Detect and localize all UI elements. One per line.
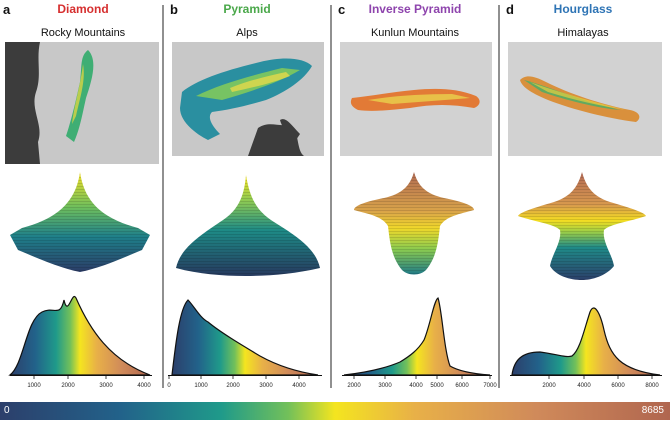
panel-b-letter: b — [170, 2, 178, 17]
x-tick-label: 7000 — [483, 383, 497, 389]
x-tick-label: 3000 — [259, 383, 273, 389]
panel-d-letter: d — [506, 2, 514, 17]
panel-c-letter: c — [338, 2, 346, 17]
panel-d-type: Hourglass — [553, 2, 613, 16]
elevation-colorbar — [0, 402, 670, 420]
panel-c-mountain: Kunlun Mountains — [370, 27, 460, 39]
panel-c-type: Inverse Pyramid — [368, 2, 462, 16]
panel-b-mountain: Alps — [236, 27, 258, 39]
panel-a-map — [5, 42, 159, 164]
panel-c-density — [342, 297, 492, 376]
panel-d-mountain: Himalayas — [557, 27, 609, 39]
x-tick-label: 1000 — [194, 383, 208, 389]
panel-c-hypsometry — [354, 172, 474, 275]
x-tick-label: 0 — [167, 383, 171, 389]
x-tick-label: 3000 — [378, 383, 392, 389]
panel-d-density — [510, 307, 662, 376]
panel-a-type: Diamond — [57, 2, 109, 16]
panel-d-hypsometry — [518, 172, 646, 280]
colorbar-max-label: 8685 — [641, 405, 664, 416]
x-tick-label: 3000 — [99, 383, 113, 389]
x-tick-label: 4000 — [409, 383, 423, 389]
panel-a-mountain: Rocky Mountains — [40, 27, 126, 39]
panel-b-hypsometry — [176, 175, 320, 276]
x-tick-label: 6000 — [455, 383, 469, 389]
panel-d-map — [508, 42, 662, 156]
panel-a-density — [8, 295, 152, 376]
panel-b-map — [172, 42, 324, 156]
x-axis-ticks: 1000 2000 3000 4000 0 1000 2000 3000 4000 2000 300… — [27, 376, 659, 389]
panel-b-type: Pyramid — [223, 2, 271, 16]
panel-a-hypsometry — [10, 172, 150, 272]
x-tick-label: 4000 — [137, 383, 151, 389]
panel-b-density — [168, 299, 322, 376]
panel-c-map — [340, 42, 492, 156]
x-tick-label: 5000 — [430, 383, 444, 389]
x-tick-label: 4000 — [292, 383, 306, 389]
x-tick-label: 2000 — [347, 383, 361, 389]
x-tick-label: 8000 — [645, 383, 659, 389]
x-tick-label: 2000 — [61, 383, 75, 389]
x-tick-label: 2000 — [226, 383, 240, 389]
x-tick-label: 4000 — [577, 383, 591, 389]
colorbar-min-label: 0 — [4, 405, 10, 416]
x-tick-label: 2000 — [542, 383, 556, 389]
panel-a-letter: a — [3, 2, 11, 17]
x-tick-label: 1000 — [27, 383, 41, 389]
x-tick-label: 6000 — [611, 383, 625, 389]
